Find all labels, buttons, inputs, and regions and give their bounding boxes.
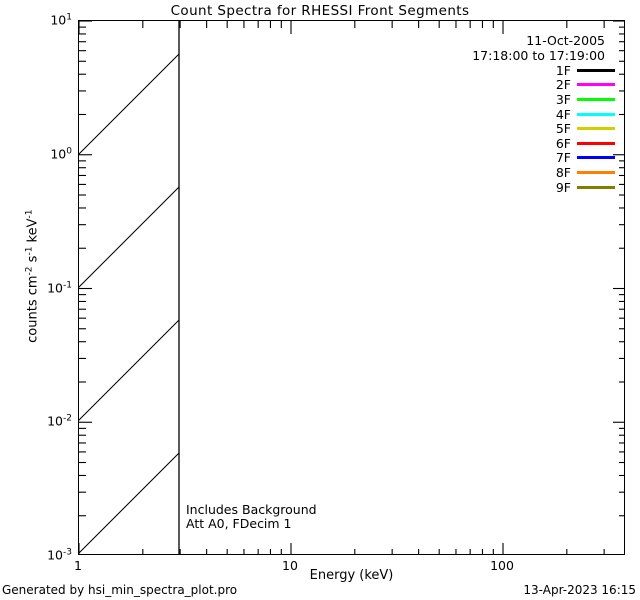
legend-entry-label: 2F	[555, 77, 571, 93]
legend: 11-Oct-2005 17:18:00 to 17:19:00 1F 2F 3F 4…	[400, 33, 615, 195]
legend-entries: 1F 2F 3F 4F 5F 6F 7F 8F 9F	[400, 63, 615, 195]
legend-entry-9f[interactable]: 9F	[400, 180, 615, 195]
y-tick-mantissa: 10	[47, 413, 64, 429]
plot-clip-region	[79, 21, 624, 554]
legend-entry-5f[interactable]: 5F	[400, 121, 615, 136]
annotation-attenuator-state: Att A0, FDecim 1	[186, 516, 292, 531]
y-axis-label-exp1: -2	[24, 266, 35, 276]
hatched-region	[79, 21, 180, 554]
legend-entry-7f[interactable]: 7F	[400, 150, 615, 166]
footer-timestamp: 13-Apr-2023 16:15	[523, 583, 636, 597]
legend-time-range: 17:18:00 to 17:19:00	[472, 48, 605, 63]
legend-entry-color-swatch	[577, 83, 615, 87]
plot-annotations: Includes Background Att A0, FDecim 1	[186, 503, 317, 531]
page-title: Count Spectra for RHESSI Front Segments	[170, 3, 470, 19]
legend-entry-label: 9F	[555, 179, 571, 195]
legend-entry-4f[interactable]: 4F	[400, 107, 615, 122]
legend-entry-6f[interactable]: 6F	[400, 136, 615, 151]
y-tick-mantissa: 10	[50, 12, 67, 28]
y-axis-label-mid2: keV	[25, 218, 41, 247]
legend-entry-3f[interactable]: 3F	[400, 92, 615, 107]
legend-entry-2f[interactable]: 2F	[400, 77, 615, 93]
legend-entry-color-swatch	[577, 127, 615, 131]
y-tick-mantissa: 10	[47, 280, 64, 296]
x-tick-label: 10	[282, 558, 298, 573]
legend-entry-color-swatch	[577, 141, 615, 145]
y-tick-mantissa: 10	[47, 547, 64, 563]
legend-entry-label: 5F	[555, 121, 571, 137]
y-axis-label-mid1: s	[25, 255, 41, 267]
y-tick-label: 10-3	[47, 547, 72, 562]
legend-entry-label: 4F	[555, 106, 571, 122]
legend-entry-8f[interactable]: 8F	[400, 165, 615, 180]
legend-entry-color-swatch	[577, 156, 615, 160]
legend-entry-color-swatch	[577, 68, 615, 72]
axis-tick-marks	[79, 21, 624, 554]
x-tick-label: 100	[490, 558, 514, 573]
footer-generator: Generated by hsi_min_spectra_plot.pro	[2, 583, 238, 597]
plot-area	[78, 20, 625, 555]
y-axis-label-prefix: counts cm	[25, 275, 41, 343]
y-axis-label: counts cm-2 s-1 keV-1	[24, 9, 40, 544]
legend-entry-color-swatch	[577, 170, 615, 174]
y-tick-exponent: 0	[66, 146, 72, 157]
y-tick-exponent: -2	[63, 413, 72, 424]
y-tick-label: 101	[50, 12, 72, 27]
y-tick-label: 10-1	[47, 280, 72, 295]
legend-entry-color-swatch	[577, 112, 615, 116]
x-tick-label: 1	[74, 558, 82, 573]
legend-entry-label: 7F	[555, 150, 571, 166]
legend-entry-label: 8F	[555, 164, 571, 180]
y-tick-label: 100	[50, 146, 72, 161]
legend-entry-1f[interactable]: 1F	[400, 63, 615, 78]
legend-entry-label: 3F	[555, 91, 571, 107]
y-tick-exponent: -1	[63, 279, 72, 290]
legend-entry-label: 6F	[555, 135, 571, 151]
legend-entry-color-swatch	[577, 185, 615, 189]
y-axis-label-exp3: -1	[24, 209, 35, 219]
y-tick-label: 10-2	[47, 414, 72, 429]
y-tick-exponent: -3	[63, 547, 72, 558]
y-tick-mantissa: 10	[50, 146, 67, 162]
x-axis-label: Energy (keV)	[309, 568, 394, 583]
y-axis-label-exp2: -1	[24, 246, 35, 256]
legend-entry-label: 1F	[555, 62, 571, 78]
legend-date: 11-Oct-2005	[526, 33, 605, 48]
legend-entry-color-swatch	[577, 97, 615, 101]
annotation-includes-background: Includes Background	[186, 502, 317, 517]
y-tick-exponent: 1	[66, 12, 72, 23]
